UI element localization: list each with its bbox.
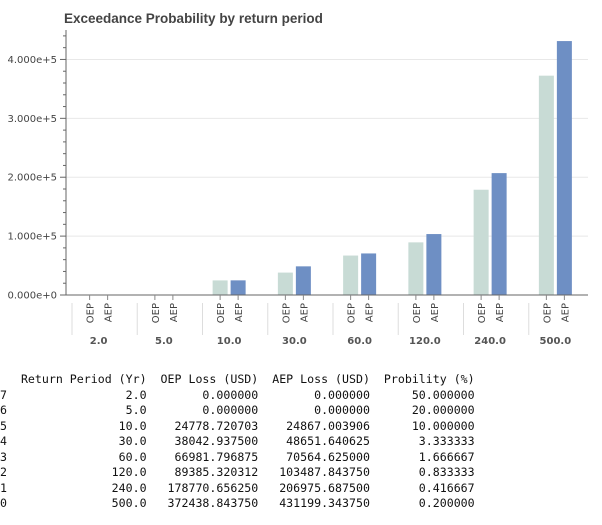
bar-aep — [361, 253, 377, 295]
table-row: 4 30.0 38042.937500 48651.640625 3.33333… — [0, 434, 475, 448]
chart-title: Exceedance Probability by return period — [64, 11, 323, 26]
x-group-tick-label: 60.0 — [347, 336, 372, 347]
x-series-tick-label: OEP — [281, 303, 292, 323]
x-series-tick-label: AEP — [365, 303, 376, 322]
x-series-tick-label: AEP — [299, 303, 310, 322]
bar-oep — [212, 280, 228, 295]
bar-oep — [538, 75, 554, 296]
bar-aep — [230, 280, 246, 295]
x-series-tick-label: OEP — [151, 303, 162, 323]
table-row: 2 120.0 89385.320312 103487.843750 0.833… — [0, 465, 475, 479]
y-tick-label: 3.000e+5 — [7, 114, 57, 125]
x-series-tick-label: AEP — [234, 303, 245, 322]
y-tick-label: 4.000e+5 — [7, 55, 57, 66]
x-group-tick-label: 30.0 — [282, 336, 307, 347]
x-group-tick-label: 10.0 — [217, 336, 242, 347]
x-series-tick-label: AEP — [560, 303, 571, 322]
x-series-tick-label: AEP — [169, 303, 180, 322]
x-group-tick-label: 500.0 — [540, 336, 572, 347]
x-series-tick-label: OEP — [347, 303, 358, 323]
table-row: 0 500.0 372438.843750 431199.343750 0.20… — [0, 496, 475, 510]
x-series-tick-label: AEP — [430, 303, 441, 322]
bar-oep — [408, 242, 424, 295]
bar-oep — [277, 272, 293, 295]
bar-aep — [426, 234, 442, 295]
x-group-tick-label: 2.0 — [90, 336, 108, 347]
bar-aep — [556, 41, 572, 295]
table-row: 3 60.0 66981.796875 70564.625000 1.66666… — [0, 449, 475, 464]
axes — [60, 30, 588, 335]
x-group-tick-label: 5.0 — [155, 336, 173, 347]
table-row: 5 10.0 24778.720703 24867.003906 10.0000… — [0, 418, 475, 433]
chart-container: Exceedance Probability by return period … — [7, 11, 588, 347]
bars — [212, 41, 572, 296]
exceedance-bar-chart: Exceedance Probability by return period … — [7, 11, 588, 347]
table-header-row: Return Period (Yr) OEP Loss (USD) AEP Lo… — [0, 372, 475, 386]
tick-labels: 0.000e+0 1.000e+5 2.000e+5 3.000e+5 4.000e+5… — [7, 55, 571, 347]
x-group-tick-label: 240.0 — [474, 336, 506, 347]
table-row: 1 240.0 178770.656250 206975.687500 0.41… — [0, 480, 475, 495]
y-tick-label: 2.000e+5 — [7, 173, 57, 184]
bar-aep — [491, 173, 507, 295]
table-row: 7 2.0 0.000000 0.000000 50.000000 — [0, 387, 475, 402]
x-series-tick-label: AEP — [495, 303, 506, 322]
x-series-tick-label: OEP — [477, 303, 488, 323]
x-series-tick-label: OEP — [412, 303, 423, 323]
table-row: 6 5.0 0.000000 0.000000 20.000000 — [0, 403, 475, 417]
y-tick-label: 0.000e+0 — [7, 291, 57, 302]
x-series-tick-label: OEP — [86, 303, 97, 323]
grid-lines — [66, 58, 588, 296]
x-series-tick-label: OEP — [542, 303, 553, 323]
y-tick-label: 1.000e+5 — [7, 232, 57, 243]
x-series-tick-label: OEP — [216, 303, 227, 323]
x-group-tick-label: 120.0 — [409, 336, 441, 347]
bar-aep — [295, 266, 311, 295]
bar-oep — [343, 255, 359, 295]
results-table: Return Period (Yr) OEP Loss (USD) AEP Lo… — [0, 372, 602, 512]
bar-oep — [473, 189, 489, 295]
x-series-tick-label: AEP — [104, 303, 115, 322]
